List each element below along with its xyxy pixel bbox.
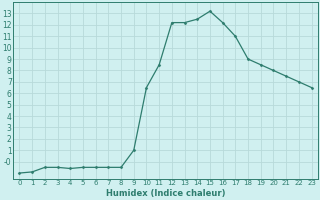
X-axis label: Humidex (Indice chaleur): Humidex (Indice chaleur): [106, 189, 225, 198]
